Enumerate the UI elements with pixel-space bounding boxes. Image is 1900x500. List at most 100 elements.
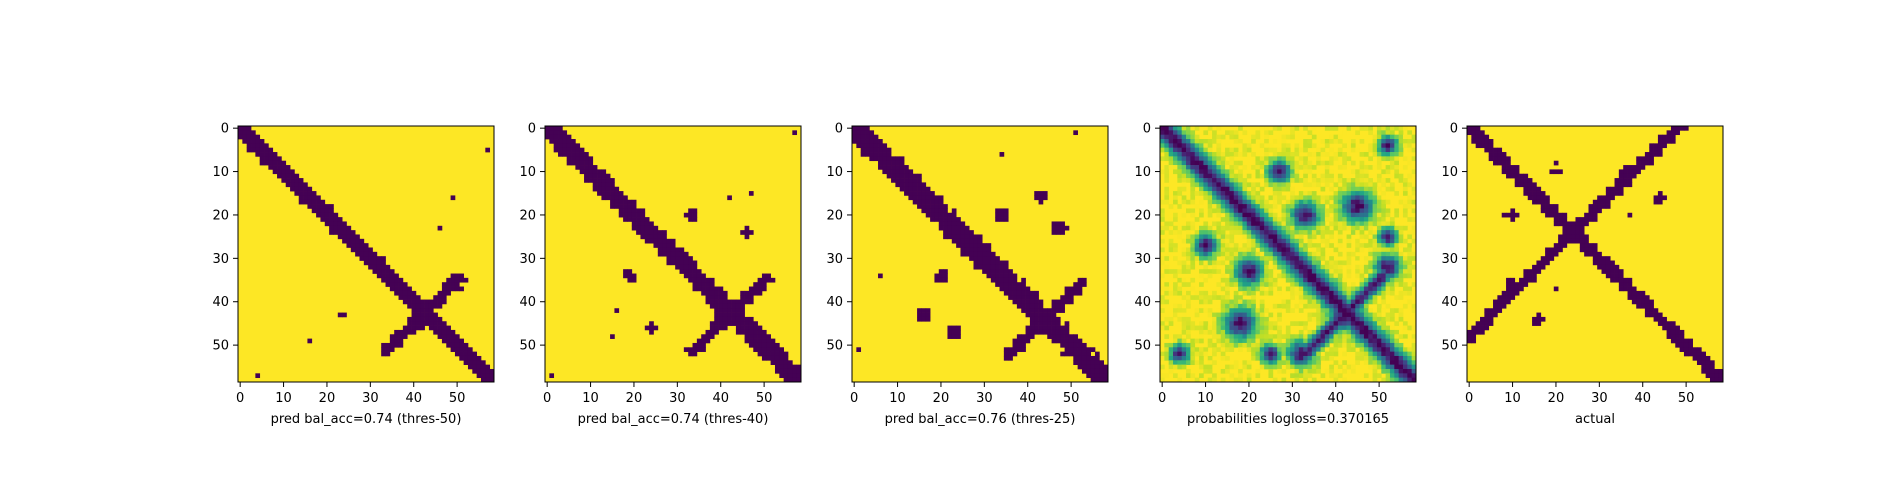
heatmap-cell	[1272, 126, 1278, 131]
heatmap-cell	[1407, 347, 1413, 352]
heatmap-cell	[792, 368, 798, 374]
heatmap-cell	[1307, 221, 1313, 227]
heatmap-cell	[1363, 178, 1369, 183]
heatmap-cell	[1190, 152, 1196, 157]
heatmap-cell	[796, 368, 802, 374]
heatmap-cell	[1649, 156, 1654, 162]
heatmap-cell	[1194, 160, 1200, 166]
heatmap-cell	[1242, 221, 1248, 227]
heatmap-cell	[1220, 234, 1226, 240]
heatmap-cell	[856, 130, 862, 136]
heatmap-cell	[1324, 238, 1330, 244]
heatmap-cell	[709, 286, 715, 292]
heatmap-cell	[1246, 221, 1252, 227]
heatmap-cell	[1173, 225, 1178, 231]
heatmap-cell	[1389, 247, 1395, 253]
heatmap-cell	[1303, 334, 1308, 339]
heatmap-cell	[264, 143, 269, 149]
heatmap-cell	[1285, 303, 1291, 309]
heatmap-cell	[1350, 303, 1356, 309]
heatmap-cell	[575, 165, 581, 170]
heatmap-cell	[1368, 178, 1373, 183]
heatmap-cell	[1342, 303, 1347, 309]
heatmap-cell	[722, 312, 728, 318]
heatmap-cell	[1086, 355, 1091, 361]
heatmap-cell	[1411, 325, 1417, 331]
heatmap-cell	[969, 234, 974, 240]
heatmap-cell	[1627, 182, 1633, 188]
heatmap-cell	[428, 316, 434, 322]
heatmap-cell	[1394, 368, 1399, 374]
heatmap-cell	[1329, 260, 1334, 266]
heatmap-cell	[1246, 277, 1252, 283]
heatmap-cell	[740, 312, 745, 318]
heatmap-cell	[982, 269, 987, 274]
heatmap-cell	[1303, 156, 1308, 162]
heatmap-cell	[1277, 195, 1282, 201]
heatmap-cell	[1316, 368, 1321, 374]
heatmap-cell	[1346, 273, 1352, 279]
heatmap-cell	[1259, 351, 1265, 357]
heatmap-cell	[1281, 147, 1287, 153]
heatmap-cell	[1225, 303, 1230, 309]
heatmap-cell	[579, 147, 585, 153]
heatmap-cell	[1333, 312, 1339, 318]
heatmap-cell	[1653, 312, 1659, 318]
heatmap-cell	[1381, 273, 1386, 279]
heatmap-cell	[1021, 334, 1026, 339]
heatmap-cell	[1346, 178, 1352, 183]
heatmap-cell	[1311, 360, 1317, 365]
heatmap-cell	[1368, 355, 1373, 361]
heatmap-cell	[1523, 178, 1529, 183]
heatmap-cell	[433, 312, 438, 318]
heatmap-cell	[917, 195, 922, 201]
heatmap-cell	[1233, 277, 1239, 283]
heatmap-cell	[1368, 299, 1373, 305]
heatmap-cell	[337, 225, 343, 231]
heatmap-cell	[1199, 182, 1204, 188]
heatmap-cell	[675, 251, 680, 257]
heatmap-cell	[1337, 234, 1343, 240]
heatmap-cell	[342, 234, 347, 240]
heatmap-cell	[1506, 277, 1511, 283]
heatmap-cell	[1264, 282, 1269, 287]
heatmap-cell	[1285, 165, 1291, 170]
heatmap-cell	[1229, 169, 1235, 175]
heatmap-cell	[1350, 338, 1356, 344]
heatmap-cell	[1186, 299, 1191, 305]
heatmap-cell	[424, 308, 430, 313]
heatmap-cell	[1614, 178, 1620, 183]
heatmap-cell	[1251, 342, 1256, 348]
heatmap-cell	[1402, 208, 1408, 214]
heatmap-cell	[1501, 169, 1507, 175]
heatmap-cell	[441, 282, 447, 287]
heatmap-cell	[1081, 360, 1087, 365]
heatmap-cell	[1316, 269, 1321, 274]
heatmap-cell	[1186, 373, 1191, 379]
heatmap-cell	[1389, 264, 1395, 270]
heatmap-cell	[1381, 347, 1386, 352]
heatmap-cell	[1579, 243, 1585, 248]
heatmap-cell	[255, 373, 261, 379]
heatmap-cell	[688, 260, 693, 266]
heatmap-cell	[1294, 260, 1300, 266]
heatmap-cell	[1173, 373, 1178, 379]
heatmap-cell	[1337, 225, 1343, 231]
heatmap-cell	[1094, 368, 1100, 374]
heatmap-cell	[1021, 282, 1026, 287]
heatmap-cell	[1311, 204, 1317, 209]
heatmap-cell	[1333, 360, 1339, 365]
heatmap-cell	[1320, 186, 1326, 192]
heatmap-cell	[1016, 286, 1022, 292]
heatmap-cell	[1372, 273, 1378, 279]
heatmap-cell	[1385, 329, 1391, 335]
heatmap-cell	[986, 256, 992, 261]
heatmap-cell	[1290, 360, 1295, 365]
heatmap-cell	[1657, 312, 1663, 318]
heatmap-cell	[1389, 282, 1395, 287]
heatmap-cell	[597, 169, 602, 175]
heatmap-cell	[1259, 208, 1265, 214]
heatmap-cell	[1701, 364, 1706, 370]
heatmap-cell	[1281, 238, 1287, 244]
heatmap-cell	[1363, 308, 1369, 313]
